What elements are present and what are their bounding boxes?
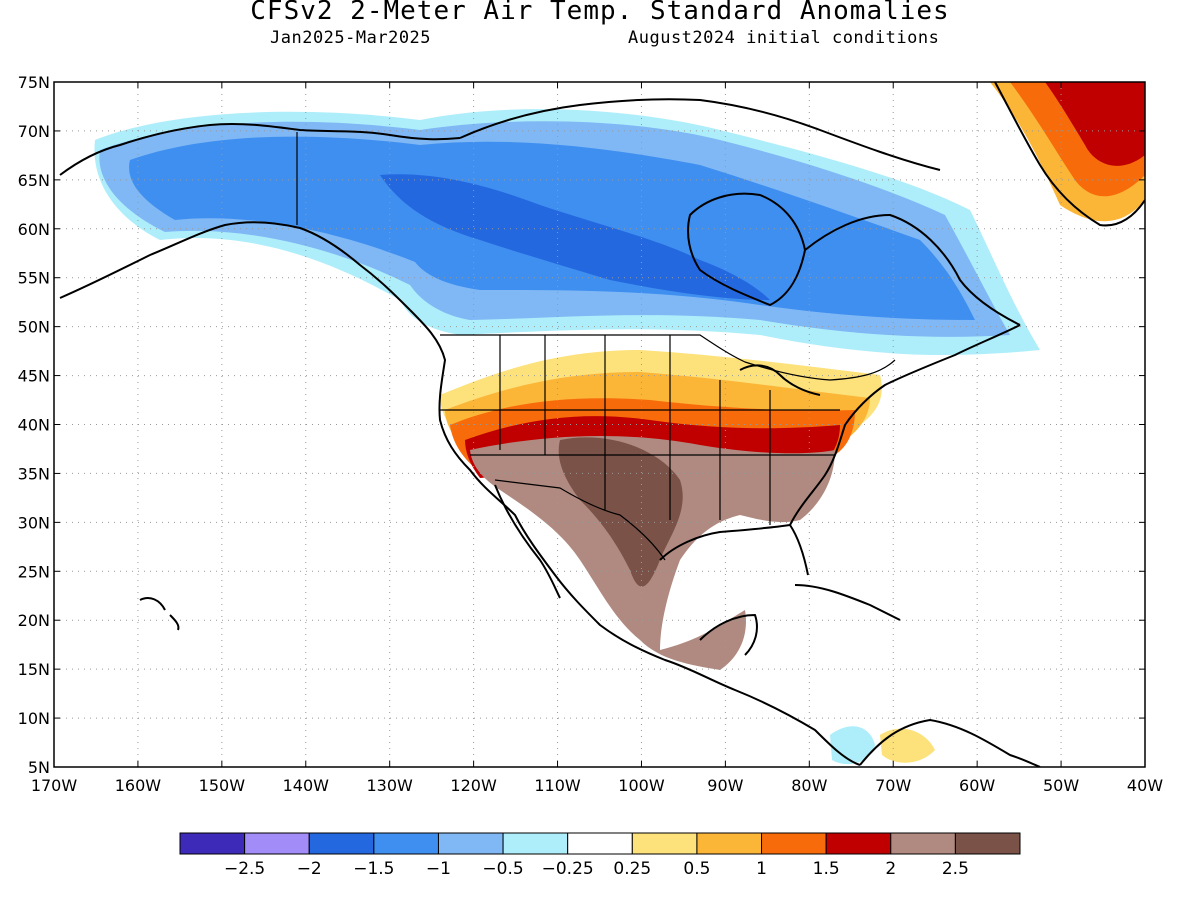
colorbar-label: −0.5 <box>482 859 523 879</box>
latitude-labels: 5N 10N 15N 20N 25N 30N 35N 40N 45N 50N 55N 60N 65N 70… <box>18 73 50 777</box>
lon-tick-label: 150W <box>199 776 246 795</box>
colorbar <box>179 832 1021 855</box>
coast-hawaii <box>139 597 180 631</box>
colorbar-label: 2 <box>885 859 896 879</box>
lat-tick-label: 65N <box>18 171 50 190</box>
colorbar-swatch <box>437 832 504 855</box>
colorbar-swatch <box>631 832 698 855</box>
colorbar-swatch <box>761 832 827 855</box>
colorbar-swatch <box>373 832 439 855</box>
lat-tick-label: 45N <box>18 367 50 386</box>
colorbar-label: 1 <box>756 859 767 879</box>
longitude-labels: 170W 160W 150W 140W 130W 120W 110W 100W 90W 80W 70… <box>31 776 1163 795</box>
lon-tick-label: 170W <box>31 776 78 795</box>
coast-yucatan <box>699 614 758 656</box>
coast-hudson-bay <box>687 192 806 306</box>
colorbar-label: −1.5 <box>353 859 394 879</box>
lon-tick-label: 60W <box>959 776 995 795</box>
colorbar-label: 0.5 <box>683 859 710 879</box>
lat-tick-label: 35N <box>18 464 50 483</box>
lat-tick-label: 30N <box>18 513 50 532</box>
lat-tick-label: 25N <box>18 562 50 581</box>
lat-tick-label: 40N <box>18 416 50 435</box>
coast-arctic <box>459 98 941 171</box>
colorbar-swatch <box>179 832 246 855</box>
lon-tick-label: 100W <box>618 776 665 795</box>
coast-alaska-south <box>59 221 411 311</box>
lat-tick-label: 10N <box>18 709 50 728</box>
axis-ticks <box>53 81 1146 768</box>
colorbar-label: 0.25 <box>613 859 651 879</box>
shade-yellow-sa <box>880 728 935 763</box>
coast-alaska-north <box>59 122 461 176</box>
shade-dark-blue-north <box>380 174 770 300</box>
lat-tick-label: 75N <box>18 73 50 92</box>
lat-tick-label: 55N <box>18 269 50 288</box>
colorbar-labels: −2.5 −2 −1.5 −1 −0.5 −0.25 0.25 0.5 1 1.5 2 2.5 <box>224 859 969 879</box>
colorbar-swatch <box>954 832 1021 855</box>
coast-cuba <box>794 584 901 621</box>
colorbar-swatch <box>825 832 892 855</box>
colorbar-swatch <box>502 832 569 855</box>
coast-gulf <box>659 524 809 576</box>
political-borders <box>296 132 896 561</box>
lon-tick-label: 40W <box>1127 776 1163 795</box>
colorbar-label: −2.5 <box>224 859 265 879</box>
border-us-mexico <box>494 479 666 561</box>
shade-dark-brown-south <box>558 437 683 587</box>
coastlines <box>59 82 1145 767</box>
lat-tick-label: 5N <box>28 758 50 777</box>
coast-south-america <box>859 719 1041 767</box>
coast-baja <box>494 484 561 599</box>
lat-tick-label: 70N <box>18 122 50 141</box>
coast-west <box>409 309 861 766</box>
colorbar-label: −2 <box>297 859 322 879</box>
lat-tick-label: 60N <box>18 220 50 239</box>
border-us-canada <box>440 334 896 381</box>
forecast-period: Jan2025-Mar2025 <box>270 28 432 48</box>
colorbar-swatch <box>244 832 310 855</box>
colorbar-swatch <box>890 832 956 855</box>
lon-tick-label: 130W <box>367 776 414 795</box>
lon-tick-label: 90W <box>707 776 743 795</box>
shade-light-blue-sa <box>830 726 875 765</box>
lat-lon-grid <box>54 82 1145 767</box>
lon-tick-label: 140W <box>283 776 330 795</box>
colorbar-label: −0.25 <box>542 859 594 879</box>
lon-tick-label: 50W <box>1043 776 1079 795</box>
colorbar-swatch <box>308 832 375 855</box>
coast-east <box>789 324 1021 526</box>
colorbar-swatch <box>567 832 633 855</box>
lon-tick-label: 120W <box>450 776 497 795</box>
lon-tick-label: 70W <box>875 776 911 795</box>
coast-greenland <box>994 82 1145 227</box>
lat-tick-label: 20N <box>18 611 50 630</box>
coast-labrador <box>804 214 1021 326</box>
colorbar-swatch <box>696 832 763 855</box>
initial-conditions: August2024 initial conditions <box>628 28 940 48</box>
coast-great-lakes <box>739 364 821 396</box>
shade-red-greenland <box>1045 82 1145 166</box>
colorbar-label: 2.5 <box>942 859 969 879</box>
map-title: CFSv2 2-Meter Air Temp. Standard Anomali… <box>250 0 950 26</box>
lat-tick-label: 50N <box>18 318 50 337</box>
lat-tick-label: 15N <box>18 660 50 679</box>
lon-tick-label: 80W <box>791 776 827 795</box>
colorbar-label: 1.5 <box>813 859 840 879</box>
lon-tick-label: 160W <box>115 776 162 795</box>
colorbar-label: −1 <box>426 859 451 879</box>
anomaly-shading <box>94 82 1145 765</box>
lon-tick-label: 110W <box>534 776 581 795</box>
